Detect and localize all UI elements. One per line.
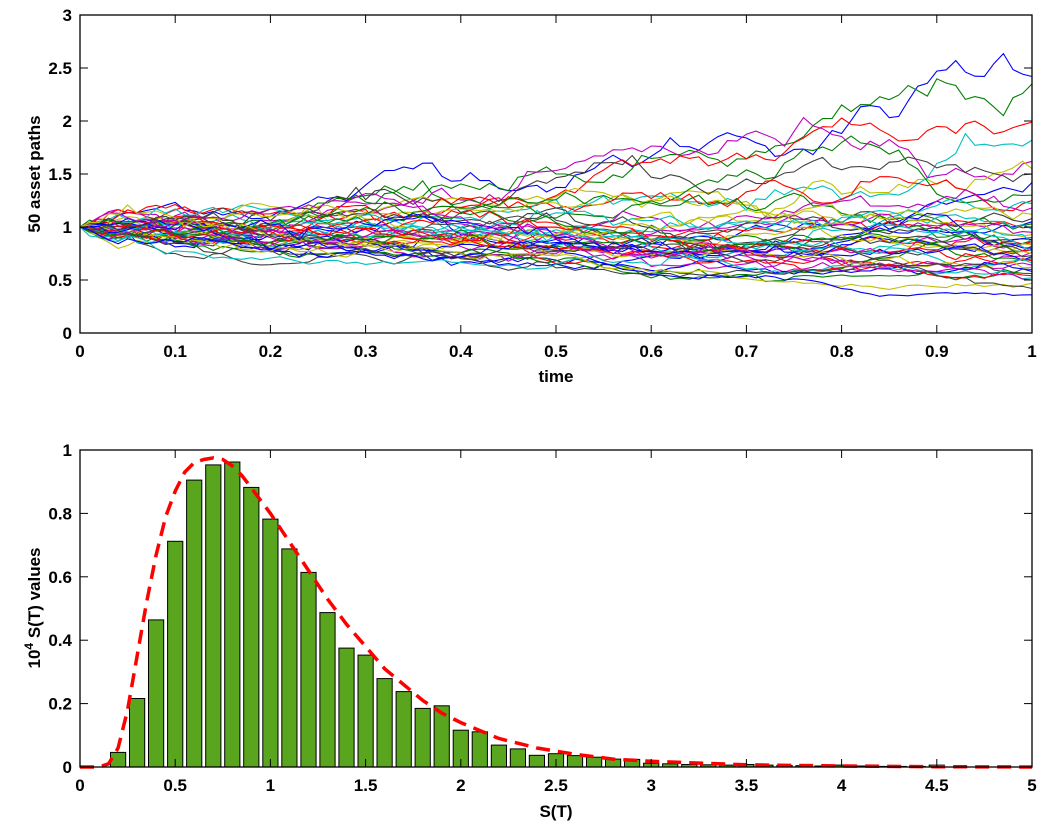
asset-path-45 [79,218,1033,279]
paths-xtick-label: 0.4 [449,342,473,361]
histogram-xtick-label: 1 [266,776,275,795]
paths-xtick-label: 1 [1027,342,1036,361]
histogram-xtick-label: 2.5 [544,776,568,795]
histogram-xtick-label: 4.5 [925,776,949,795]
histogram-xtick-group: 0 0.5 1 1.5 2 2.5 3 3.5 4 4.5 5 [75,450,1037,795]
asset-path-3 [79,117,1033,232]
histogram-ylabel: 104 S(T) values [22,547,44,668]
histogram-bar [300,571,317,768]
histogram-xtick-label: 3.5 [735,776,759,795]
histogram-xtick-label: 2 [456,776,465,795]
histogram-bar [414,707,431,768]
histogram-xtick-label: 0.5 [163,776,187,795]
asset-path-29 [79,222,1033,267]
asset-path-43 [79,213,1033,275]
histogram-ylabel-exponent: 4 [22,643,36,650]
paths-ylabel: 50 asset paths [25,115,44,232]
asset-path-38 [79,219,1033,267]
paths-ytick-label: 3 [63,6,72,25]
asset-path-50 [79,226,1033,297]
histogram-ytick-label: 0.6 [48,568,72,587]
histogram-bar [129,698,146,768]
histogram-xtick-label: 1.5 [354,776,378,795]
asset-path-18 [79,204,1033,241]
histogram-bar [319,612,336,768]
histogram-xtick-label: 0 [75,776,84,795]
asset-path-1 [79,52,1033,228]
paths-subplot: 0 0.1 0.2 0.3 0.4 0.5 0.6 0.7 0.8 0.9 1 0 0.5 1 1.5 2 2… [25,6,1037,386]
histogram-bar [566,755,584,768]
histogram-bar [357,654,374,768]
asset-path-27 [79,202,1033,251]
histogram-bar [281,548,298,768]
paths-ytick-group: 0 0.5 1 1.5 2 2.5 3 [48,6,1032,343]
paths-ytick-label: 1 [63,218,72,237]
histogram-xtick-label: 3 [646,776,655,795]
paths-xlabel: time [539,367,574,386]
histogram-bar-group [110,461,945,768]
histogram-bar [167,540,184,768]
histogram-ytick-group: 0 0.2 0.4 0.6 0.8 1 [48,441,1032,777]
paths-xtick-label: 0.3 [354,342,378,361]
histogram-bar [205,464,222,768]
histogram-xtick-label: 5 [1027,776,1036,795]
histogram-subplot: 0 0.5 1 1.5 2 2.5 3 3.5 4 4.5 5 0 0.2 0.4 0.6 0.8 1 S(T… [22,441,1037,821]
histogram-bar [262,518,279,768]
asset-path-35 [79,207,1033,258]
asset-path-47 [79,192,1033,281]
histogram-bar [528,754,545,768]
paths-ytick-label: 1.5 [48,165,72,184]
paths-xtick-label: 0.5 [544,342,568,361]
histogram-xlabel: S(T) [539,802,572,821]
histogram-bar [471,731,488,768]
histogram-bar [376,678,393,768]
asset-path-44 [79,226,1033,283]
histogram-bar [586,756,603,768]
histogram-bar [148,619,165,768]
paths-series-group [79,52,1033,297]
paths-xtick-label: 0 [75,342,84,361]
paths-xtick-label: 0.1 [163,342,187,361]
asset-path-37 [79,218,1033,262]
histogram-bar [186,479,203,768]
histogram-ytick-label: 0.8 [48,504,72,523]
paths-xtick-label: 0.2 [259,342,283,361]
paths-xtick-label: 0.7 [735,342,759,361]
histogram-ytick-label: 1 [63,441,72,460]
histogram-bar [338,647,355,768]
histogram-bar [509,748,526,768]
paths-ytick-label: 0.5 [48,271,72,290]
paths-xtick-label: 0.8 [830,342,854,361]
paths-ytick-label: 0 [63,324,72,343]
histogram-bar [224,461,241,768]
asset-path-42 [79,221,1033,274]
histogram-ytick-label: 0.4 [48,631,72,650]
asset-path-13 [79,193,1033,230]
histogram-xtick-label: 4 [837,776,847,795]
histogram-ylabel-text: S(T) values [25,547,44,642]
histogram-axes-box [79,449,1033,768]
histogram-ylabel-base: 10 [25,650,44,669]
asset-path-22 [79,212,1033,254]
paths-xtick-label: 0.6 [639,342,663,361]
asset-path-46 [79,226,1033,280]
paths-ytick-label: 2.5 [48,59,72,78]
histogram-ytick-label: 0.2 [48,695,72,714]
paths-xtick-group: 0 0.1 0.2 0.3 0.4 0.5 0.6 0.7 0.8 0.9 1 [75,15,1037,361]
histogram-bar [395,691,412,768]
histogram-ytick-label: 0 [63,758,72,777]
asset-path-49 [79,212,1033,290]
paths-ytick-label: 2 [63,112,72,131]
histogram-bar [243,486,260,768]
asset-path-34 [79,208,1033,255]
paths-xtick-label: 0.9 [925,342,949,361]
density-curve [80,456,1033,769]
histogram-bar [490,744,507,768]
